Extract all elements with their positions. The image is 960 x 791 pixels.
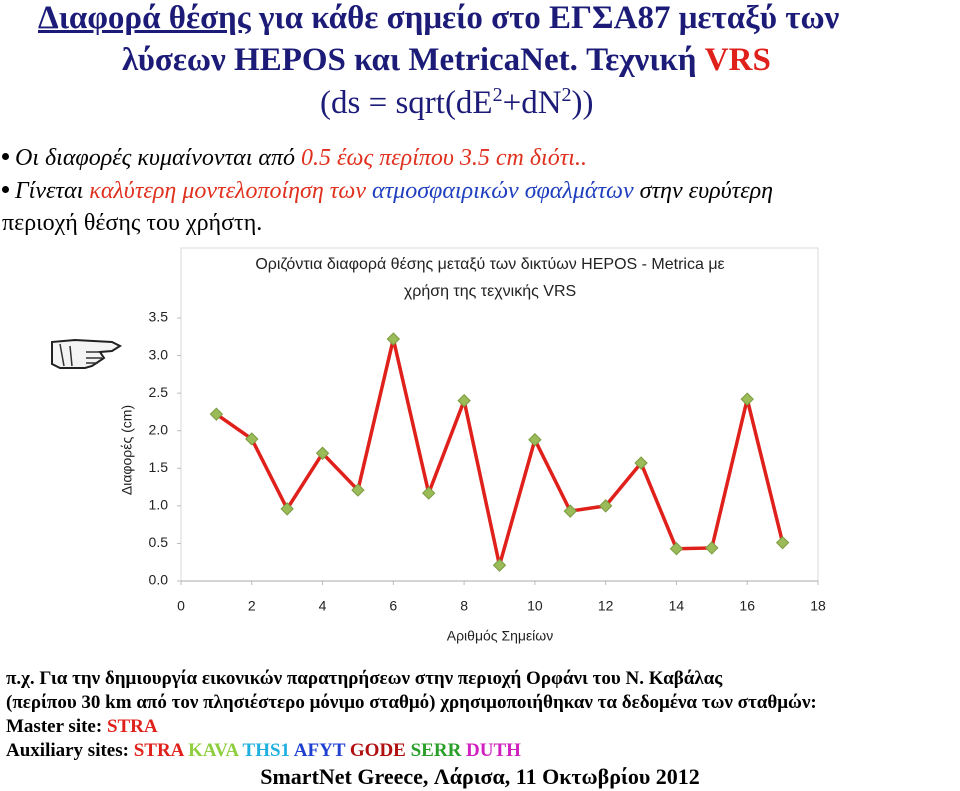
formula: +dN [502, 85, 562, 121]
bullet-text: καλύτερη μοντελοποίηση των [89, 178, 366, 204]
auxiliary-site: SERR [410, 740, 462, 761]
x-tick-label: 6 [389, 598, 397, 614]
x-tick-label: 0 [177, 598, 185, 614]
x-tick-label: 2 [248, 598, 256, 614]
bullet-continuation: περιοχή θέσης του χρήστη. [2, 210, 263, 236]
bullet: Οι διαφορές κυμαίνονται από 0.5 έως περί… [2, 145, 587, 172]
y-axis-label: Διαφορές (cm) [119, 405, 135, 495]
data-marker [634, 456, 648, 470]
data-marker [492, 558, 507, 572]
data-marker [528, 433, 542, 447]
formula: (ds = sqrt(dE [320, 85, 493, 121]
title-text: λύσεων HEPOS και MetricaNet. Τεχνική [122, 42, 697, 78]
data-marker [386, 332, 401, 346]
chart-title: χρήση της τεχνικής VRS [404, 283, 576, 300]
y-tick-label: 3.5 [149, 309, 169, 325]
footer-line: π.χ. Για την δημιουργία εικονικών παρατη… [6, 668, 723, 689]
auxiliary-site: THS1 [242, 740, 291, 761]
x-tick-label: 14 [669, 598, 685, 614]
x-tick-label: 8 [460, 598, 468, 614]
formula: 2 [561, 84, 572, 106]
x-axis-label: Αριθμός Σημείων [447, 628, 553, 644]
formula: )) [571, 85, 594, 121]
bullet-text: 0.5 έως περίπου 3.5 cm διότι.. [301, 145, 587, 171]
y-tick-label: 2.5 [149, 384, 169, 400]
bullet-text: στην ευρύτερη [639, 178, 774, 204]
pointing-hand-icon [51, 338, 123, 369]
formula: 2 [492, 84, 503, 106]
data-marker [598, 499, 613, 513]
x-tick-label: 4 [319, 598, 327, 614]
auxiliary-site: KAVA [188, 740, 239, 761]
bullet: Γίνεται καλύτερη μοντελοποίηση των ατμοσ… [2, 178, 773, 205]
data-marker [315, 446, 330, 460]
data-marker [422, 486, 436, 500]
bullet-text: Οι διαφορές κυμαίνονται από [15, 145, 296, 171]
title-highlight: VRS [704, 42, 771, 78]
bullet-text: ατμοσφαιρικών σφαλμάτων [371, 178, 634, 204]
footer-line: (περίπου 30 km από τον πλησιέστερο μόνιμ… [6, 692, 817, 713]
data-marker [669, 541, 684, 556]
x-tick-label: 18 [810, 598, 826, 614]
data-marker [775, 535, 790, 550]
y-tick-label: 0.5 [149, 534, 169, 550]
title-text: για κάθε σημείο στο ΕΓΣΑ87 μεταξύ των [258, 0, 840, 36]
x-tick-label: 12 [598, 598, 614, 614]
auxiliary-site: STRA [133, 740, 184, 761]
data-marker [351, 483, 365, 497]
y-tick-label: 2.0 [149, 421, 169, 437]
y-tick-label: 1.5 [149, 459, 169, 475]
data-marker [740, 392, 754, 406]
auxiliary-site: DUTH [466, 740, 521, 761]
data-marker [209, 407, 224, 421]
auxiliary-site: GODE [349, 740, 406, 761]
data-marker [705, 541, 719, 555]
y-tick-label: 1.0 [149, 497, 169, 513]
data-marker [563, 504, 577, 518]
x-tick-label: 10 [527, 598, 543, 614]
data-line [215, 338, 785, 566]
x-tick-label: 16 [739, 598, 755, 614]
data-marker [457, 393, 471, 408]
auxiliary-label: Auxiliary sites: [6, 740, 129, 761]
credit: SmartNet Greece, Λάρισα, 11 Οκτωβρίου 20… [260, 764, 700, 789]
chart-title: Οριζόντια διαφορά θέσης μεταξύ των δικτύ… [255, 256, 724, 273]
master-site: STRA [106, 716, 158, 737]
bullet-text: Γίνεται [15, 178, 84, 204]
auxiliary-site: AFYT [293, 740, 346, 761]
data-marker [280, 502, 294, 516]
data-marker [245, 432, 259, 446]
y-tick-label: 0.0 [149, 572, 169, 588]
y-tick-label: 3.0 [149, 346, 169, 362]
master-label: Master site: [6, 716, 103, 737]
title-underlined: Διαφορά θέσης [38, 0, 251, 36]
